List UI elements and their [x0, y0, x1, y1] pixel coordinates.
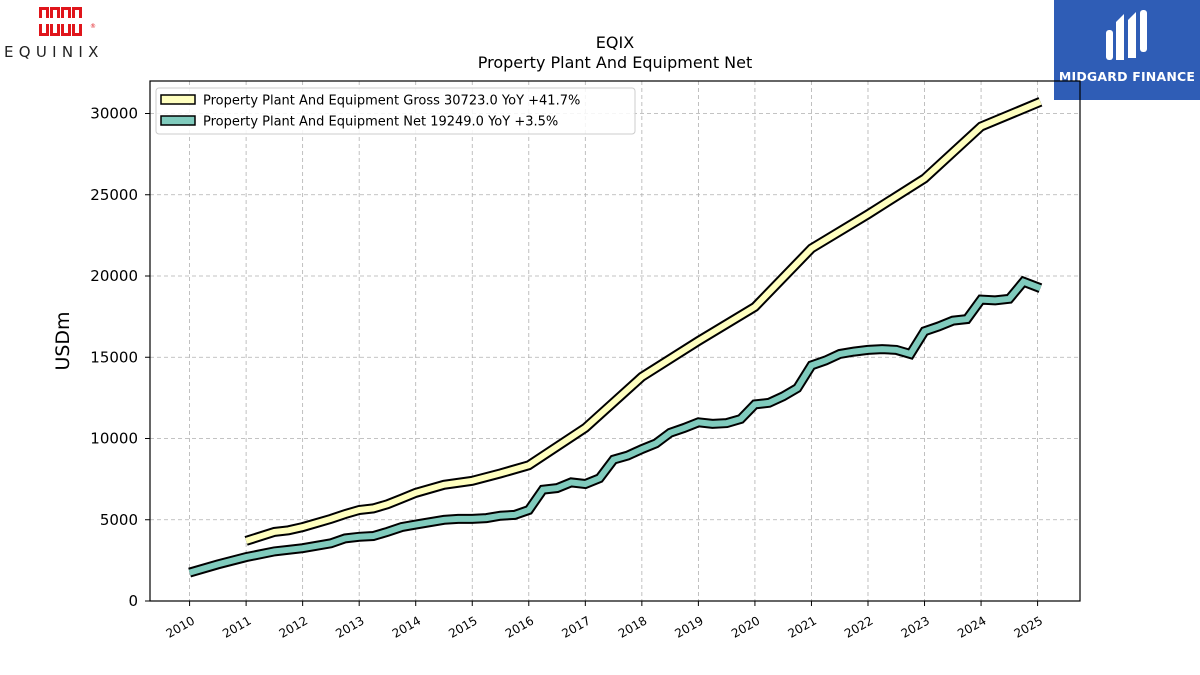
- x-tick-label: 2016: [503, 613, 536, 640]
- x-tick-label: 2021: [786, 613, 819, 640]
- series-1-line: [188, 278, 1042, 576]
- legend-box: [155, 87, 636, 135]
- y-tick-label: 20000: [90, 267, 138, 285]
- y-tick-label: 0: [128, 592, 138, 610]
- y-tick-label: 5000: [100, 511, 138, 529]
- x-tick-label: 2019: [672, 613, 705, 640]
- x-tick-label: 2017: [559, 613, 592, 640]
- x-tick-label: 2011: [220, 613, 253, 640]
- x-tick-label: 2018: [616, 613, 649, 640]
- y-axis-label: USDm: [52, 311, 74, 370]
- x-tick-label: 2022: [842, 613, 875, 640]
- x-tick-label: 2012: [277, 613, 310, 640]
- plot-frame: [149, 80, 1081, 602]
- legend-swatch-gross: [160, 94, 196, 105]
- y-tick-label: 30000: [90, 105, 138, 123]
- x-tick-label: 2025: [1012, 613, 1045, 640]
- y-tick-label: 15000: [90, 348, 138, 366]
- equinix-logo-text: EQUINIX: [4, 43, 104, 61]
- midgard-finance-logo-mark: [1106, 10, 1147, 60]
- legend: Property Plant And Equipment Gross 30723…: [155, 87, 636, 135]
- y-tick-label: 25000: [90, 186, 138, 204]
- x-tick-label: 2013: [333, 613, 366, 640]
- x-tick-label: 2014: [390, 613, 423, 640]
- legend-label-gross: Property Plant And Equipment Gross 30723…: [203, 94, 580, 109]
- x-tick-label: 2023: [899, 613, 932, 640]
- y-tick-label: 10000: [90, 430, 138, 448]
- series-layer: [188, 97, 1043, 578]
- midgard-finance-logo-text: MIDGARD FINANCE: [1058, 69, 1196, 84]
- x-tick-label: 2015: [446, 613, 479, 640]
- legend-swatch-net: [160, 115, 196, 126]
- x-tick-label: 2020: [729, 613, 762, 640]
- x-tick-label: 2024: [955, 613, 988, 640]
- chart-subtitle: Property Plant And Equipment Net: [478, 53, 753, 72]
- equinix-logo-mark: ®: [36, 7, 96, 36]
- chart-title: EQIX: [596, 33, 634, 52]
- svg-text:®: ®: [90, 23, 96, 30]
- midgard-finance-logo: MIDGARD FINANCE: [1054, 0, 1200, 100]
- equinix-logo: ® EQUINIX: [0, 0, 130, 70]
- legend-label-net: Property Plant And Equipment Net 19249.0…: [203, 115, 558, 130]
- series-1-outline: [188, 275, 1043, 578]
- series-0-line: [245, 99, 1042, 544]
- series-0-outline: [244, 97, 1043, 546]
- x-tick-label: 2010: [164, 613, 197, 640]
